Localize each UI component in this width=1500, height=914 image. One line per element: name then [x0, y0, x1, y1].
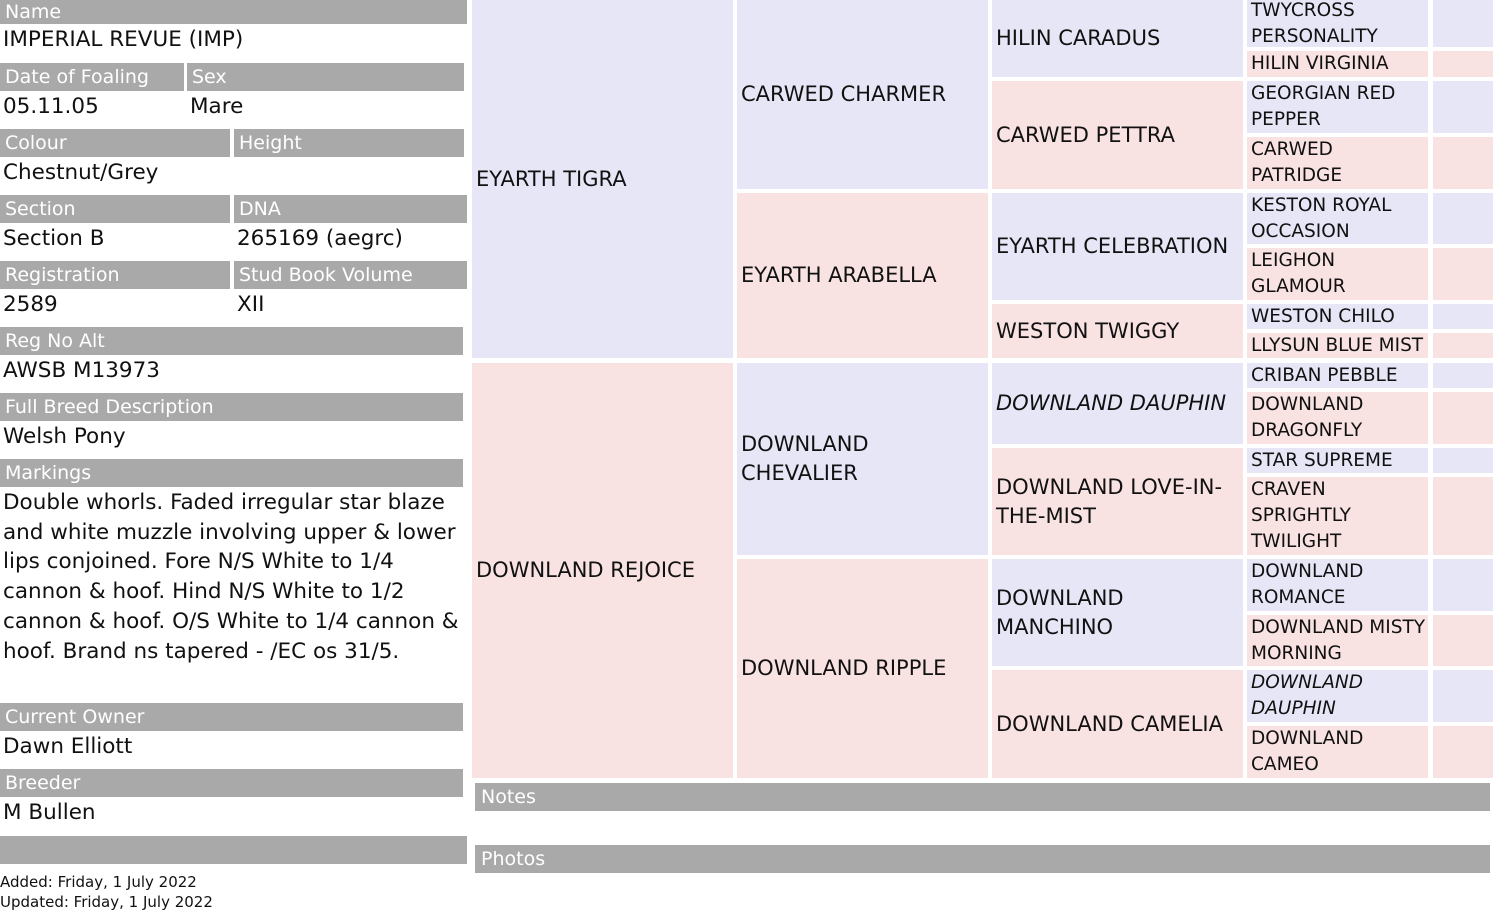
pedigree-cell: EYARTH ARABELLA — [737, 193, 988, 358]
field-label: Height — [234, 129, 464, 157]
added-date: Added: Friday, 1 July 2022 — [0, 873, 197, 891]
pedigree-cell: EYARTH TIGRA — [472, 0, 733, 358]
pedigree-cell: DOWNLAND CAMEO — [1247, 726, 1428, 778]
pedigree-cell: HILIN CARADUS — [992, 0, 1243, 77]
pedigree-empty-cell — [1433, 477, 1493, 555]
pedigree-cell: CARWED CHARMER — [737, 0, 988, 189]
field-value: Chestnut/Grey — [3, 160, 159, 185]
field-label: Markings — [0, 459, 463, 487]
field-label: Section — [0, 195, 230, 223]
pedigree-cell: EYARTH CELEBRATION — [992, 193, 1243, 300]
pedigree-cell: DOWNLAND REJOICE — [472, 363, 733, 778]
field-label: Reg No Alt — [0, 327, 463, 355]
pedigree-cell: HILIN VIRGINIA — [1247, 51, 1428, 77]
field-label: DNA — [234, 195, 467, 223]
field-value: AWSB M13973 — [3, 358, 160, 383]
field-label: Full Breed Description — [0, 393, 463, 421]
pedigree-cell: DOWNLAND MISTY MORNING — [1247, 615, 1428, 666]
field-value: XII — [237, 292, 265, 317]
pedigree-empty-cell — [1433, 81, 1493, 133]
pedigree-cell: CRIBAN PEBBLE — [1247, 363, 1428, 388]
field-value: Dawn Elliott — [3, 734, 133, 759]
pedigree-empty-cell — [1433, 670, 1493, 722]
pedigree-empty-cell — [1433, 448, 1493, 473]
field-label: Name — [0, 0, 467, 24]
pedigree-cell: GEORGIAN RED PEPPER — [1247, 81, 1428, 133]
pedigree-cell: DOWNLAND DAUPHIN — [992, 363, 1243, 444]
pedigree-empty-cell — [1433, 615, 1493, 666]
pedigree-cell: WESTON TWIGGY — [992, 304, 1243, 358]
pedigree-cell: CARWED PETTRA — [992, 81, 1243, 189]
pedigree-empty-cell — [1433, 304, 1493, 329]
pedigree-empty-cell — [1433, 0, 1493, 47]
pedigree-cell: DOWNLAND CHEVALIER — [737, 363, 988, 555]
field-value: Mare — [190, 94, 244, 119]
field-value: 265169 (aegrc) — [237, 226, 403, 251]
photos-header: Photos — [475, 845, 1490, 873]
pedigree-empty-cell — [1433, 248, 1493, 300]
pedigree-empty-cell — [1433, 559, 1493, 611]
field-value: Section B — [3, 226, 105, 251]
notes-header: Notes — [475, 783, 1490, 811]
pedigree-cell: STAR SUPREME — [1247, 448, 1428, 473]
field-value: Double whorls. Faded irregular star blaz… — [3, 490, 459, 664]
pedigree-cell: LLYSUN BLUE MIST — [1247, 333, 1428, 358]
pedigree-cell: WESTON CHILO — [1247, 304, 1428, 329]
pedigree-empty-cell — [1433, 726, 1493, 778]
pedigree-cell: TWYCROSS PERSONALITY — [1247, 0, 1428, 47]
pedigree-empty-cell — [1433, 333, 1493, 358]
pedigree-cell: DOWNLAND ROMANCE — [1247, 559, 1428, 611]
pedigree-empty-cell — [1433, 51, 1493, 77]
field-value: Welsh Pony — [3, 424, 126, 449]
pedigree-cell: CARWED PATRIDGE — [1247, 137, 1428, 189]
field-value: 2589 — [3, 292, 58, 317]
pedigree-empty-cell — [1433, 363, 1493, 388]
pedigree-cell: DOWNLAND RIPPLE — [737, 559, 988, 778]
field-value: IMPERIAL REVUE (IMP) — [3, 27, 244, 52]
field-label: Colour — [0, 129, 230, 157]
field-value: 05.11.05 — [3, 94, 99, 119]
pedigree-empty-cell — [1433, 392, 1493, 444]
updated-date: Updated: Friday, 1 July 2022 — [0, 893, 213, 911]
field-label: Breeder — [0, 769, 463, 797]
pedigree-cell: KESTON ROYAL OCCASION — [1247, 193, 1428, 244]
pedigree-cell: DOWNLAND DAUPHIN — [1247, 670, 1428, 722]
pedigree-cell: DOWNLAND CAMELIA — [992, 670, 1243, 778]
pedigree-cell: DOWNLAND MANCHINO — [992, 559, 1243, 666]
pedigree-cell: LEIGHON GLAMOUR — [1247, 248, 1428, 300]
pedigree-empty-cell — [1433, 137, 1493, 189]
pedigree-empty-cell — [1433, 193, 1493, 244]
empty-bar — [0, 836, 467, 864]
pedigree-cell: DOWNLAND LOVE-IN-THE-MIST — [992, 448, 1243, 555]
field-label: Current Owner — [0, 703, 463, 731]
field-label: Date of Foaling — [0, 63, 184, 91]
field-value: M Bullen — [3, 800, 96, 825]
pedigree-cell: DOWNLAND DRAGONFLY — [1247, 392, 1428, 444]
pedigree-cell: CRAVEN SPRIGHTLY TWILIGHT — [1247, 477, 1428, 555]
field-label: Stud Book Volume — [234, 261, 467, 289]
field-label: Registration — [0, 261, 230, 289]
field-label: Sex — [187, 63, 464, 91]
